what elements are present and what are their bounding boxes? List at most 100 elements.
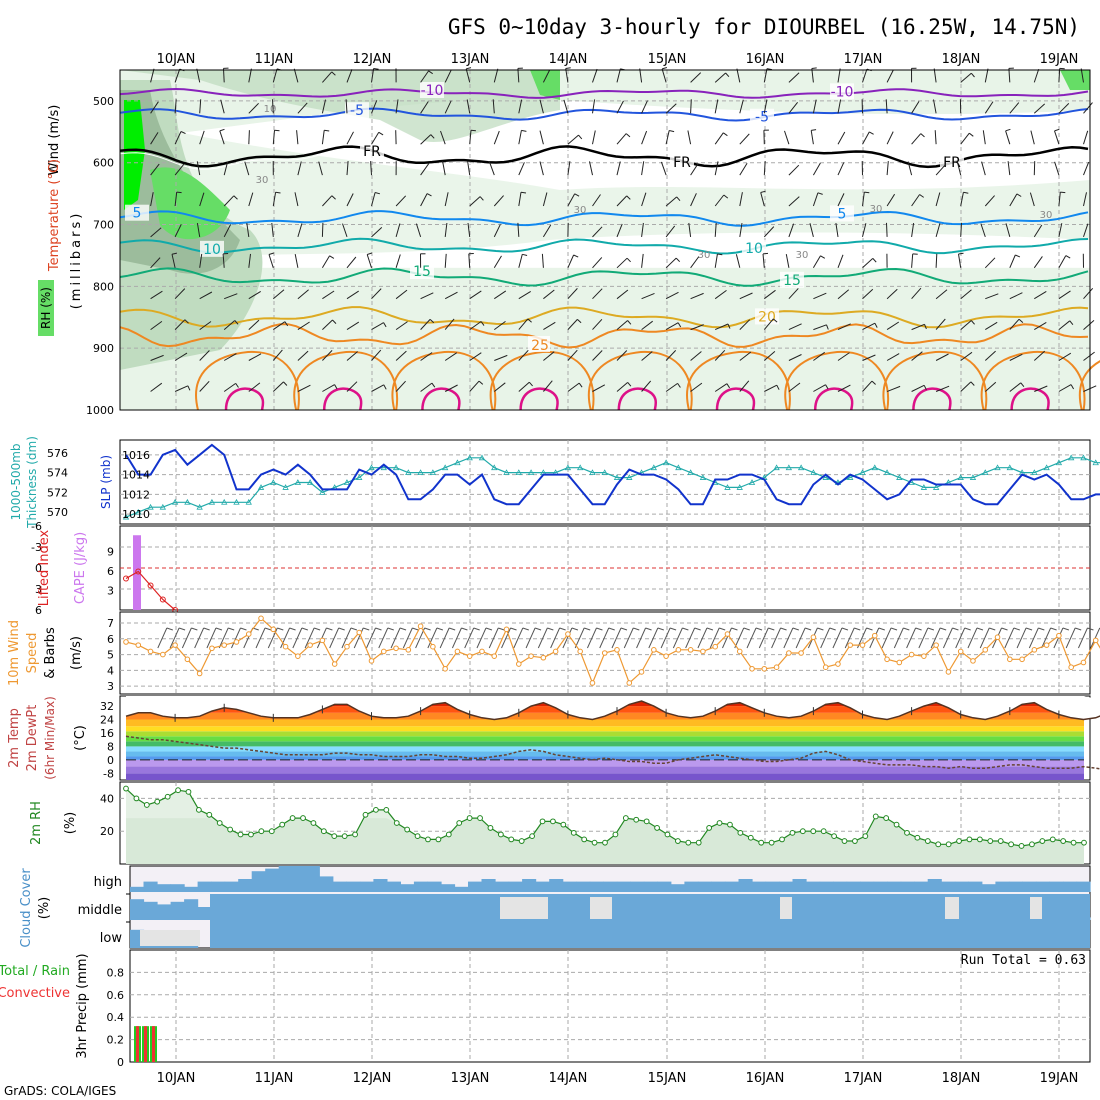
wind-barb-flag [826, 324, 829, 330]
wind10-point [380, 648, 387, 655]
wind10-point [687, 647, 694, 653]
wind-barb [984, 381, 997, 392]
cloud-high-bar [995, 881, 1010, 892]
wind-barb [493, 382, 506, 392]
wind-barb [1058, 103, 1070, 114]
thickness-point [662, 459, 670, 466]
wind-barb [1083, 102, 1093, 114]
slp-grid [120, 440, 1090, 524]
wind-barb [935, 385, 950, 392]
wind10-barb-flag [399, 627, 407, 631]
wind-barb [542, 69, 551, 83]
wind-barb-flag [1069, 320, 1074, 326]
wind-barb [641, 351, 653, 361]
wind-barb-flag [520, 191, 527, 194]
wind-barb [346, 381, 358, 392]
wind10-barb [648, 627, 659, 649]
wind-barb [293, 68, 299, 83]
wind-barb [813, 384, 826, 392]
wind-barb-flag [825, 384, 829, 390]
precip-tick: 0.4 [107, 1011, 125, 1024]
rh2m-point [216, 820, 223, 826]
wind10-barb-flag [1050, 627, 1057, 631]
precip-conv-bar [152, 1026, 155, 1062]
wind10-barb [672, 627, 683, 649]
temp-band [126, 731, 1084, 737]
wind-barb [294, 254, 299, 268]
cloud-gap [500, 897, 530, 919]
wind10-point [908, 651, 915, 658]
contour-label-bg [410, 263, 434, 280]
wind10-point [1019, 656, 1025, 663]
wind10-point [577, 648, 583, 655]
wind-barb [592, 68, 598, 83]
wind10-barb [832, 627, 843, 649]
wind10-point [307, 642, 313, 648]
rh2m-point [904, 829, 910, 836]
wind10-point [258, 615, 264, 622]
wind10-point [638, 669, 645, 675]
wind10-barb [820, 627, 831, 649]
wind10-barb-flag [804, 627, 812, 631]
wind-barb [1009, 382, 1022, 392]
wind10-barb [709, 627, 720, 649]
wind-barb [837, 193, 845, 207]
wind10-barb [734, 627, 745, 649]
wind-barb [1058, 352, 1072, 361]
temp-band [126, 766, 1084, 774]
wind-barb [665, 382, 678, 392]
wind-barb [862, 223, 867, 238]
wind-barb [714, 383, 728, 392]
wind10-barb [231, 627, 241, 649]
wind-barb [592, 318, 603, 330]
wind-barb-flag [470, 129, 476, 132]
wind-barb [911, 351, 923, 361]
wind-barb [493, 68, 499, 83]
wind-barb [1058, 384, 1072, 392]
wind-barb-flag [234, 320, 239, 325]
wind10-point [626, 680, 633, 686]
wind-barb [444, 384, 458, 392]
wind-barb [641, 380, 652, 392]
wind10-barb-flag [854, 627, 861, 631]
wind10-point [871, 632, 878, 639]
wind10-barb [169, 627, 180, 649]
precip-axis: 0.8 0.6 0.4 0.2 0 [107, 966, 125, 1069]
thickness-point [773, 464, 780, 471]
wind-barb [714, 194, 725, 207]
cloud-high-bar [346, 881, 361, 892]
wind-barb [736, 68, 741, 83]
wind-barb-flag [924, 324, 927, 330]
cloud-high-bar [954, 881, 969, 892]
wind10-point [749, 665, 755, 672]
wind-barb [862, 322, 876, 331]
contour-label: 20 [758, 309, 776, 325]
rh2m-panel: 40 20 2m RH (%) [29, 781, 1091, 865]
wind-barb [665, 257, 677, 269]
wind-barb-flag [817, 192, 823, 195]
rh2m-point [497, 831, 504, 838]
wind10-barb-flag [424, 627, 431, 631]
wind-barb [911, 133, 922, 145]
cloud-high-bar [413, 881, 428, 892]
wind-barb-flag [578, 134, 583, 140]
wind10-barb-flag [301, 627, 309, 631]
wind10-barb [562, 627, 573, 649]
wind-barb [220, 99, 225, 114]
thickness-point [159, 503, 167, 510]
wind-barb [1083, 320, 1095, 330]
wind-barb-flag [324, 129, 330, 132]
wind10-barb-flag [461, 627, 468, 631]
wind-barb [346, 256, 357, 269]
wind10-point [994, 634, 1001, 641]
wind-barb-flag [219, 128, 225, 132]
wind-barb [862, 380, 873, 392]
wind-barb [543, 321, 556, 331]
wind10-tick: 3 [107, 680, 114, 693]
wind-barb-flag [1070, 384, 1075, 390]
precip-conv-bar [136, 1026, 139, 1062]
wind-barb-flag [573, 254, 579, 258]
wind-barb [518, 162, 525, 176]
lifted-tick: -3 [31, 541, 42, 554]
